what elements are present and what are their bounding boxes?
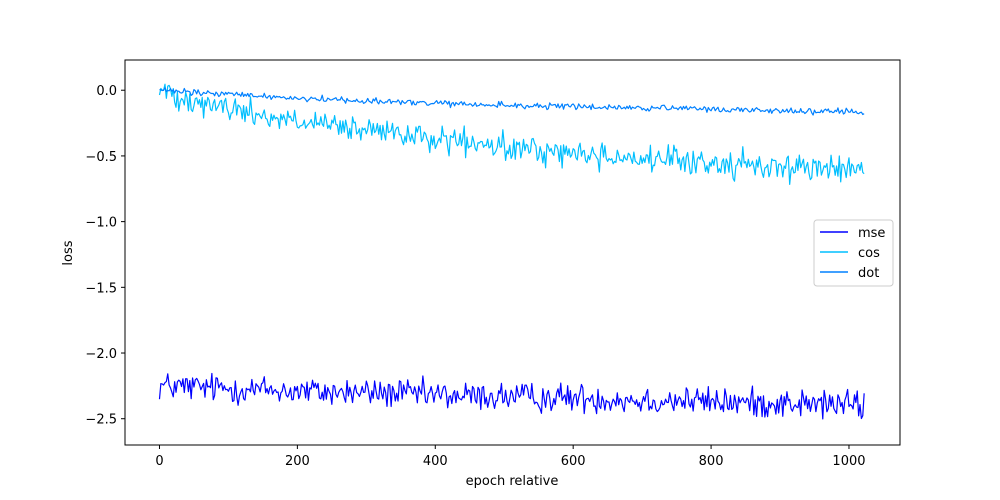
- y-tick-label: −1.5: [85, 281, 117, 296]
- y-tick-label: −2.5: [85, 413, 117, 428]
- x-axis-label: epoch relative: [466, 474, 559, 489]
- x-tick-label: 400: [423, 454, 448, 469]
- y-axis-label: loss: [61, 240, 76, 265]
- plot-frame: [124, 59, 901, 446]
- series-line-dot: [159, 87, 865, 116]
- series-line-mse: [158, 372, 865, 420]
- x-tick-label: 600: [561, 454, 586, 469]
- y-tick-label: −1.0: [85, 216, 117, 231]
- x-axis-ticks: 0 200 400 600 800 1000: [155, 445, 866, 469]
- legend-box: [813, 219, 894, 287]
- x-tick-label: 200: [285, 454, 310, 469]
- series-line-cos: [158, 83, 865, 185]
- x-tick-label: 800: [699, 454, 724, 469]
- legend: mse cos dot: [813, 219, 894, 287]
- series-layer: [158, 83, 865, 420]
- legend-label-dot: dot: [858, 266, 879, 281]
- y-axis-ticks: 0.0 −0.5 −1.0 −1.5 −2.0 −2.5: [85, 84, 125, 428]
- y-tick-label: 0.0: [96, 84, 117, 99]
- x-tick-label: 1000: [832, 454, 865, 469]
- legend-label-cos: cos: [858, 246, 880, 261]
- y-tick-label: −0.5: [85, 150, 117, 165]
- x-tick-label: 0: [155, 454, 163, 469]
- legend-label-mse: mse: [858, 226, 885, 241]
- y-tick-label: −2.0: [85, 347, 117, 362]
